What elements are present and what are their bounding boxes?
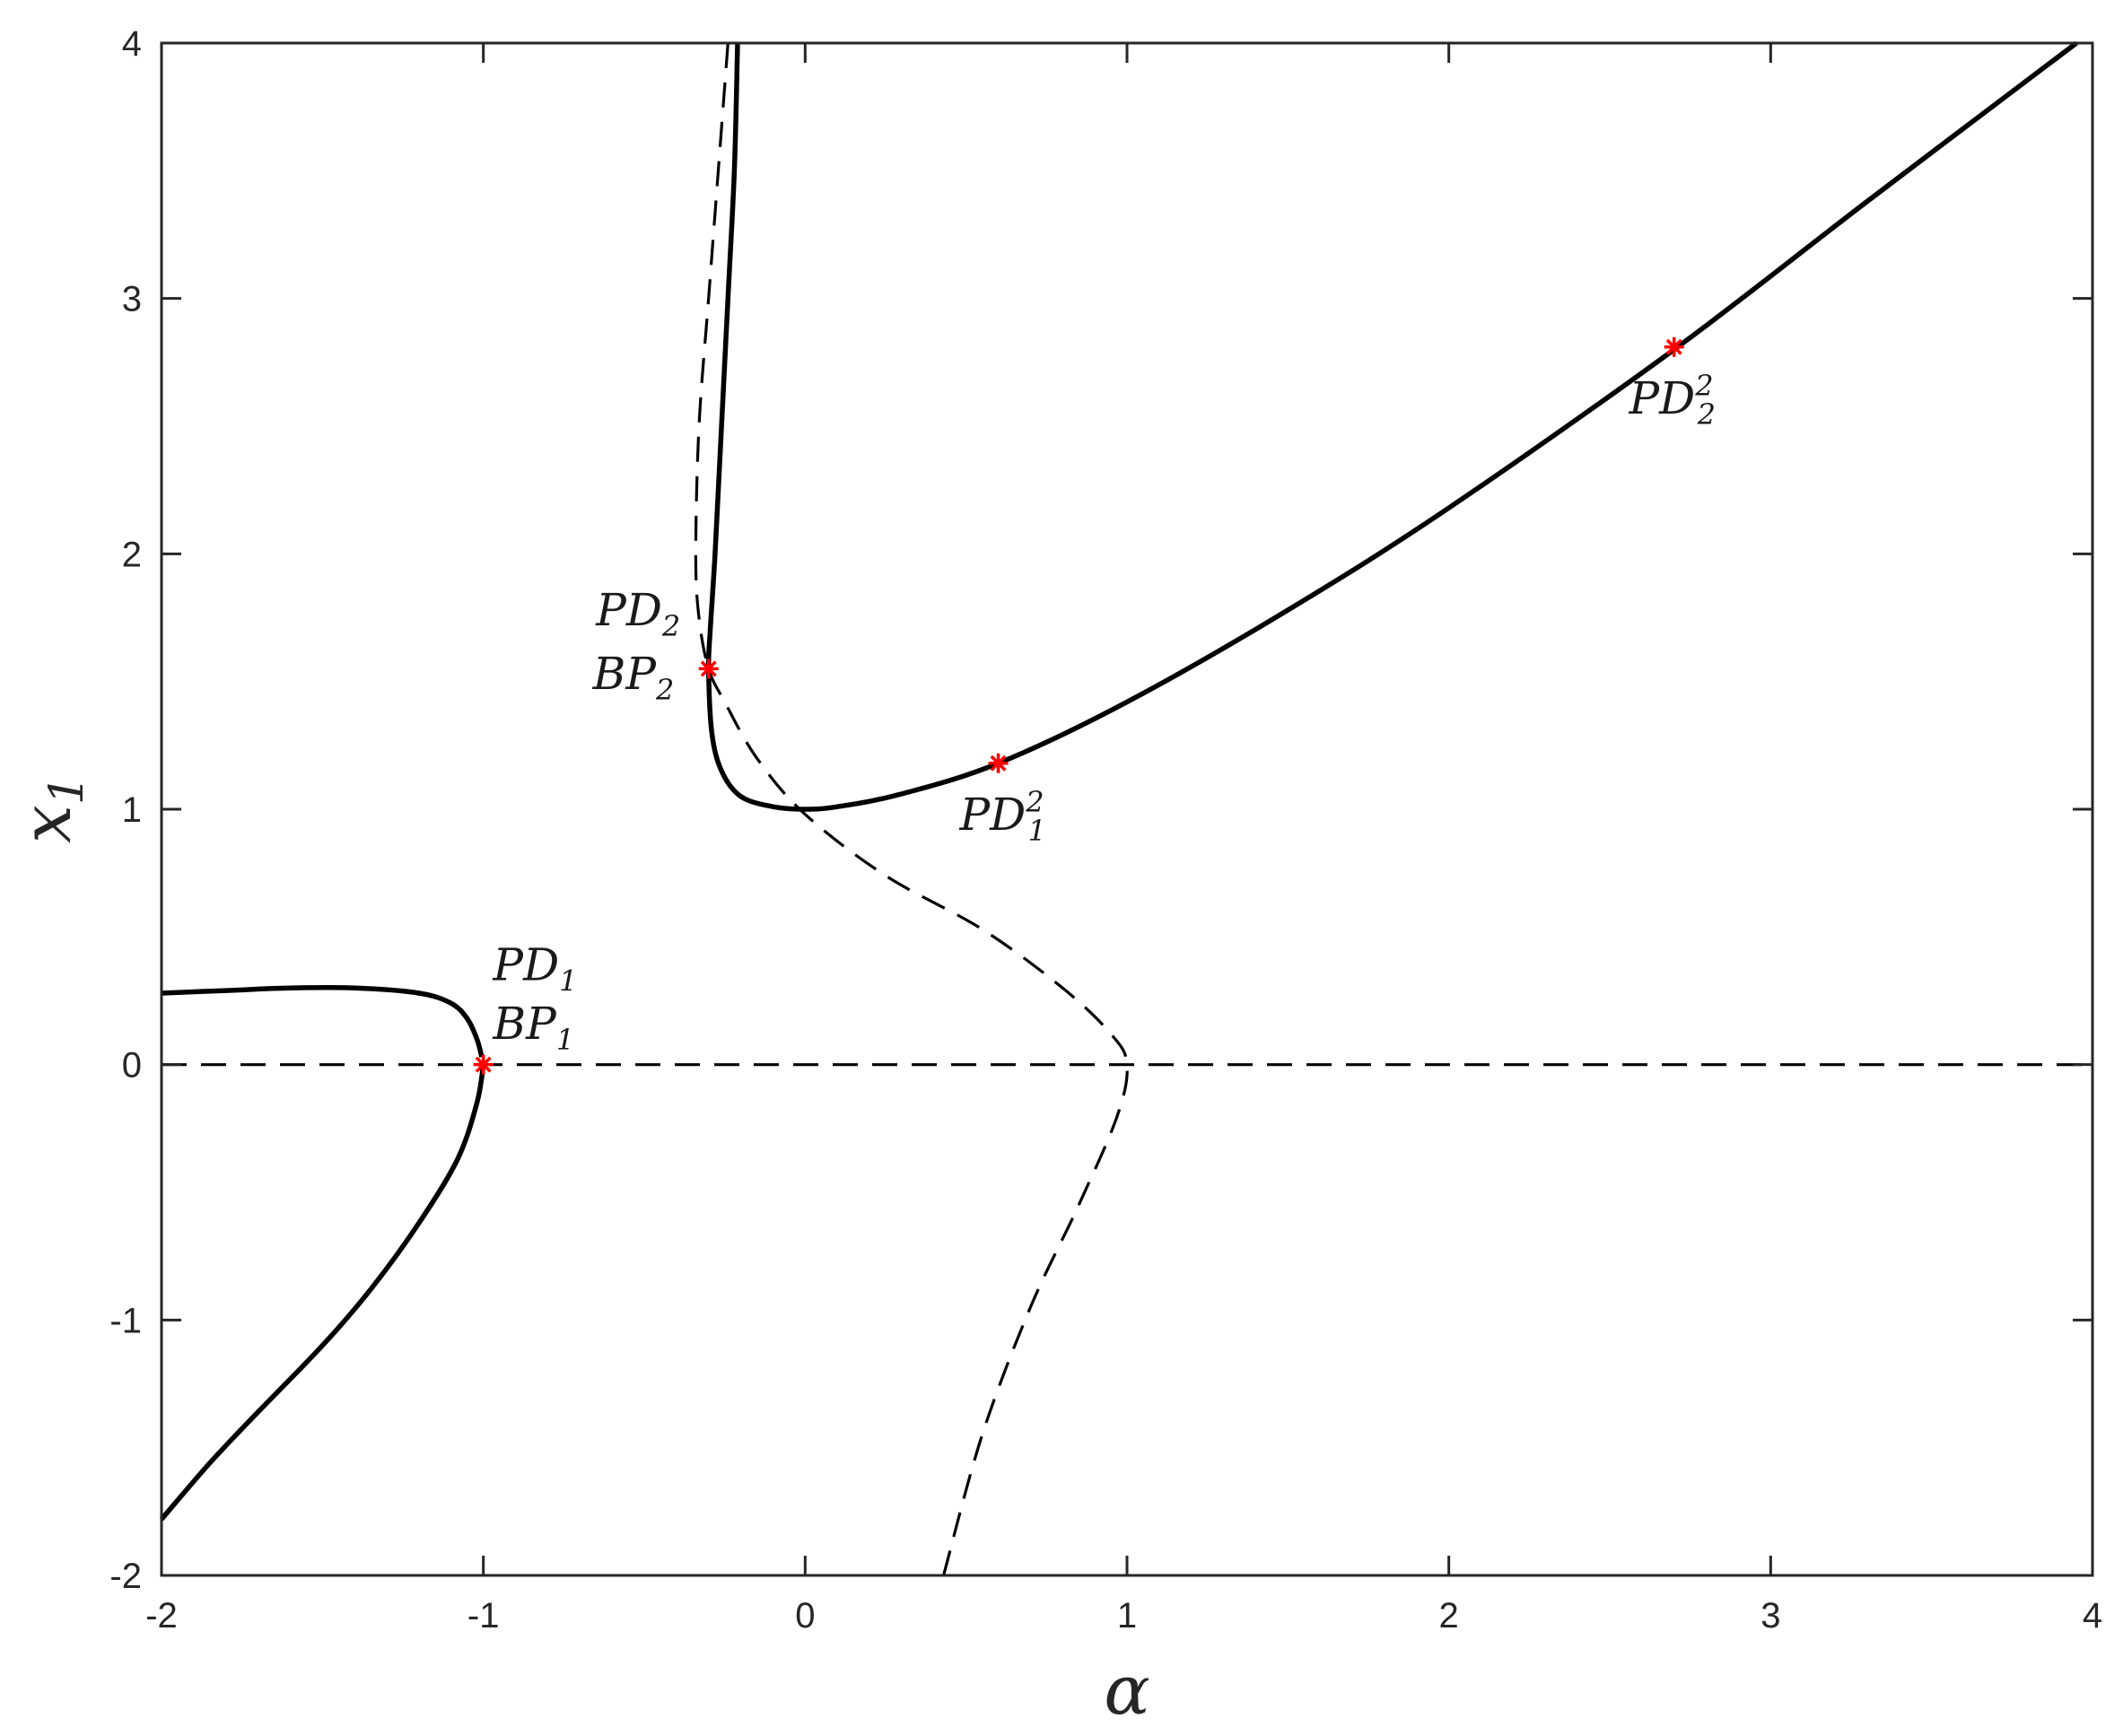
x-tick-label: 0 [795, 1596, 815, 1636]
x-tick-label: -2 [145, 1596, 178, 1636]
series-line-1-solid [159, 1064, 486, 1522]
annotation-bp1: BP1 [492, 998, 574, 1057]
y-tick-label: -1 [109, 1301, 142, 1340]
bifurcation-point-1 [698, 659, 719, 679]
series-line-2-solid [705, 40, 2078, 812]
annotation-pd2-sup2: PD2 2 [1629, 369, 1716, 432]
y-tick-label: -2 [109, 1557, 142, 1596]
y-axis-label-base: x [6, 805, 86, 843]
ticks-layer: -2 -1 0 1 2 3 4 -2 -1 0 1 2 3 4 [109, 24, 2102, 1636]
points-layer [473, 336, 1684, 1075]
bifurcation-point-2 [988, 753, 1009, 773]
x-tick-label: 3 [1760, 1596, 1780, 1636]
annotation-bp2: BP2 [592, 648, 675, 707]
x-tick-label: 2 [1439, 1596, 1459, 1636]
y-tick-label: 2 [122, 535, 142, 574]
annotation-pd2: PD2 [595, 584, 680, 643]
y-tick-label: 3 [122, 280, 142, 319]
annotation-pd1: PD1 [492, 939, 577, 999]
axes-frame [160, 41, 2094, 1577]
annotation-pd1-sup2: PD2 1 [958, 785, 1045, 848]
bifurcation-point-3 [1664, 336, 1684, 357]
x-tick-label: -1 [467, 1596, 500, 1636]
y-tick-label: 0 [122, 1046, 142, 1086]
series-line-0-solid [161, 984, 485, 1058]
y-tick-label: 4 [122, 24, 142, 64]
y-tick-label: 1 [122, 790, 142, 830]
series-layer [159, 40, 2092, 1576]
y-axis-label: x1 [6, 775, 94, 843]
x-tick-label: 4 [2083, 1596, 2102, 1636]
series-line-3-dashed [694, 42, 1129, 1576]
bifurcation-point-0 [473, 1054, 494, 1075]
y-axis-label-sub: 1 [40, 775, 94, 805]
x-axis-label: α [1104, 1650, 1149, 1730]
x-tick-label: 1 [1117, 1596, 1137, 1636]
